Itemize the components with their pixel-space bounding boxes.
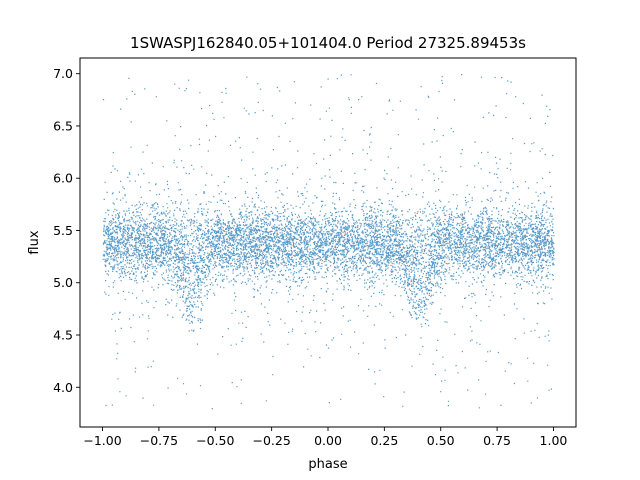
- x-tick-label: 0.00: [314, 433, 342, 448]
- x-axis-label: phase: [308, 457, 347, 472]
- y-tick-label: 6.5: [53, 118, 73, 133]
- y-axis: 4.0 4.5 5.0 5.5 6.0 6.5 7.0: [53, 66, 80, 395]
- x-tick-label: 1.00: [540, 433, 568, 448]
- x-tick-label: −0.25: [252, 433, 290, 448]
- x-tick-label: 0.25: [370, 433, 398, 448]
- x-tick-label: 0.50: [427, 433, 455, 448]
- y-axis-label: flux: [27, 230, 42, 254]
- y-tick-label: 5.5: [53, 223, 73, 238]
- x-tick-label: 0.75: [483, 433, 511, 448]
- y-tick-label: 5.0: [53, 275, 73, 290]
- y-tick-label: 4.5: [53, 328, 73, 343]
- y-tick-label: 7.0: [53, 66, 73, 81]
- x-tick-label: −0.50: [196, 433, 234, 448]
- chart-title: 1SWASPJ162840.05+101404.0 Period 27325.8…: [130, 34, 526, 52]
- x-tick-label: −1.00: [83, 433, 121, 448]
- x-tick-label: −0.75: [140, 433, 178, 448]
- y-tick-label: 6.0: [53, 171, 73, 186]
- data-points: [102, 74, 555, 410]
- y-tick-label: 4.0: [53, 380, 73, 395]
- x-axis: −1.00 −0.75 −0.50 −0.25 0.00 0.25 0.50 0.75 1.00: [83, 427, 567, 448]
- scatter-points: [102, 74, 555, 410]
